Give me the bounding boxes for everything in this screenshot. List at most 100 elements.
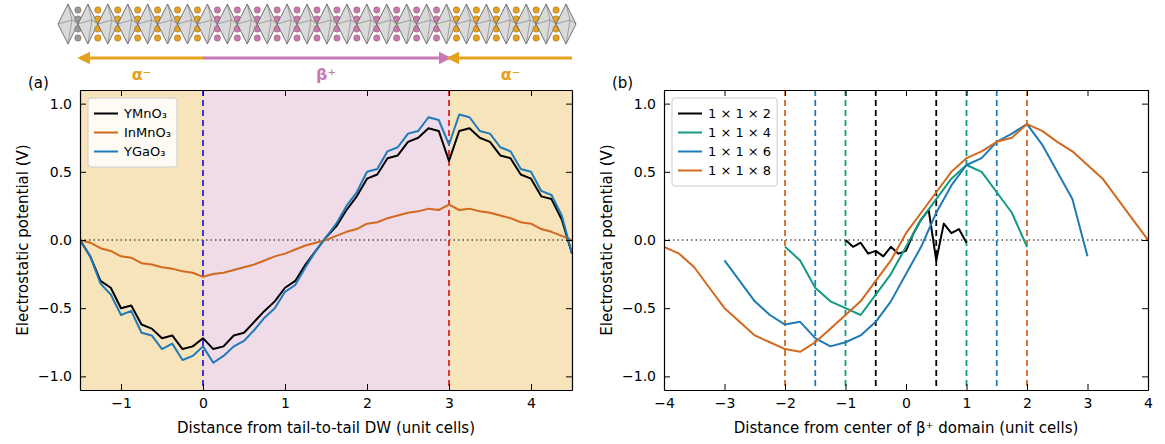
- atom: [393, 7, 399, 13]
- legend-label: InMnO₃: [124, 125, 171, 140]
- plot-area: [664, 90, 1148, 390]
- tick: [566, 240, 572, 241]
- legend-label: YGaO₃: [123, 144, 165, 159]
- legend-swatch: [94, 132, 118, 134]
- atom: [513, 7, 519, 13]
- tick-label: 4: [527, 395, 536, 411]
- tick: [121, 90, 122, 96]
- tick-mark: [203, 90, 204, 96]
- tick: −2: [775, 384, 796, 411]
- tick-mark: [664, 104, 670, 105]
- atom: [354, 35, 360, 41]
- tick-label: 0.5: [50, 164, 72, 180]
- atom: [433, 35, 439, 41]
- legend-swatch: [678, 170, 702, 172]
- reference-line: [664, 239, 1148, 240]
- tick-mark: [906, 384, 907, 390]
- tick-mark: [1142, 308, 1148, 309]
- tick-mark: [531, 90, 532, 96]
- tick: −1.0: [38, 368, 86, 384]
- tick-mark: [1142, 240, 1148, 241]
- tick-mark: [664, 308, 670, 309]
- tick: 0.5: [50, 164, 86, 180]
- tick-label: −1.0: [38, 368, 72, 384]
- domain-wall-line: [935, 90, 937, 390]
- atom: [413, 7, 419, 13]
- x-axis-top: [81, 90, 573, 96]
- tick-label: 0: [199, 395, 208, 411]
- tick: −0.5: [38, 300, 86, 316]
- tick-mark: [664, 172, 670, 173]
- atom: [473, 35, 479, 41]
- tick: 0: [199, 384, 208, 411]
- domain-wall-line: [1026, 90, 1028, 390]
- y-axis-title: Electrostatic potential (V): [14, 144, 32, 335]
- tick-mark: [80, 104, 86, 105]
- tick: 0.0: [50, 232, 86, 248]
- legend-label: 1 × 1 × 8: [708, 163, 771, 178]
- x-axis-title: Distance from tail-to-tail DW (unit cell…: [177, 419, 475, 437]
- tick-label: 4: [1144, 395, 1153, 411]
- tick-label: −1.0: [622, 368, 656, 384]
- tick: 3: [1084, 384, 1093, 411]
- atom: [115, 35, 121, 41]
- axis-line: [81, 90, 573, 91]
- tick-label: −3: [715, 395, 736, 411]
- atom: [533, 35, 539, 41]
- tick-mark: [725, 384, 726, 390]
- atom: [174, 7, 180, 13]
- tick-mark: [449, 384, 450, 390]
- tick: 1.0: [50, 96, 86, 112]
- domain-wall-line: [784, 90, 786, 390]
- tick-mark: [1142, 376, 1148, 377]
- tick-mark: [80, 172, 86, 173]
- atom: [533, 7, 539, 13]
- domain-arrow: [203, 57, 449, 60]
- tick-mark: [785, 384, 786, 390]
- atom: [413, 35, 419, 41]
- axis-line: [81, 390, 573, 391]
- domain-arrow: [80, 57, 203, 60]
- tick-label: −1: [836, 395, 857, 411]
- tick-mark: [121, 90, 122, 96]
- domain-label: α⁻: [132, 65, 151, 84]
- legend-box: [672, 98, 777, 186]
- panel-label: (b): [612, 74, 633, 92]
- tick: [367, 90, 368, 96]
- tick: 2: [363, 384, 372, 411]
- tick-mark: [566, 308, 572, 309]
- atom: [154, 7, 160, 13]
- tick-mark: [846, 384, 847, 390]
- legend-label: 1 × 1 × 4: [708, 125, 771, 140]
- tick-mark: [785, 90, 786, 96]
- atom: [334, 35, 340, 41]
- tick-mark: [846, 90, 847, 96]
- atom: [154, 35, 160, 41]
- atom: [254, 7, 260, 13]
- tick: −3: [715, 384, 736, 411]
- tick-mark: [121, 384, 122, 390]
- tick-label: 0.0: [50, 232, 72, 248]
- tick: [1027, 90, 1028, 96]
- atom: [95, 7, 101, 13]
- legend-swatch: [94, 113, 118, 115]
- tick-mark: [967, 384, 968, 390]
- tick-label: −4: [654, 395, 675, 411]
- tick-label: 1.0: [634, 96, 656, 112]
- tick-mark: [1142, 104, 1148, 105]
- tick-mark: [1088, 90, 1089, 96]
- tick: −1.0: [622, 368, 670, 384]
- domain-wall-line: [996, 90, 998, 390]
- atom: [314, 35, 320, 41]
- tick-label: 1: [281, 395, 290, 411]
- data-line: [664, 124, 1148, 352]
- tick: 0: [902, 384, 911, 411]
- legend-label: YMnO₃: [123, 106, 167, 121]
- tick-label: 1: [963, 395, 972, 411]
- tick: 0.0: [634, 232, 670, 248]
- tick-label: 3: [445, 395, 454, 411]
- tick-label: 2: [1023, 395, 1032, 411]
- panel: −4−3−2−101234−1.0−0.50.00.51.0Distance f…: [598, 74, 1154, 437]
- tick: [203, 90, 204, 96]
- legend-swatch: [94, 151, 118, 153]
